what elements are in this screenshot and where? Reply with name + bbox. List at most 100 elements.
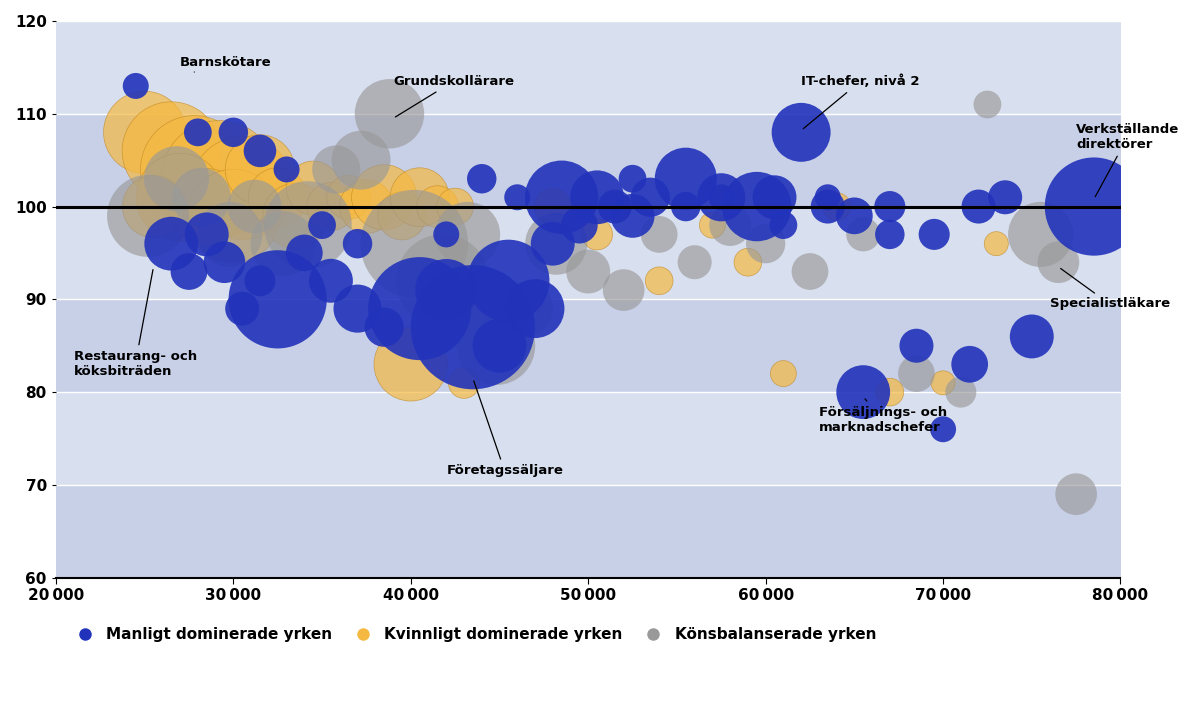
Point	[720, 219, 739, 231]
Point	[162, 146, 181, 157]
Point	[352, 155, 371, 166]
Point	[605, 201, 624, 212]
Point	[312, 219, 331, 231]
Point	[552, 192, 571, 203]
Point	[952, 387, 971, 398]
Point	[268, 294, 287, 305]
Point	[410, 303, 430, 314]
Point	[223, 210, 242, 221]
Point	[907, 368, 926, 379]
Point	[472, 173, 491, 184]
Point	[445, 201, 464, 212]
Point	[881, 387, 900, 398]
Point	[251, 275, 270, 286]
Point	[588, 192, 607, 203]
Point	[348, 303, 367, 314]
Point	[986, 238, 1006, 250]
Point	[233, 303, 252, 314]
Point	[392, 210, 412, 221]
Point	[800, 266, 820, 277]
Point	[924, 228, 943, 240]
Point	[245, 201, 264, 212]
Point	[274, 238, 293, 250]
Point	[179, 266, 198, 277]
Point	[996, 192, 1015, 203]
Point	[437, 228, 456, 240]
Point	[486, 340, 505, 352]
Point	[1085, 201, 1104, 212]
Text: Försäljnings- och
marknadschefer: Försäljnings- och marknadschefer	[818, 399, 947, 434]
Point	[614, 285, 634, 296]
Point	[978, 99, 997, 110]
Point	[516, 303, 535, 314]
Point	[223, 127, 242, 138]
Text: Verkställande
direktörer: Verkställande direktörer	[1076, 123, 1180, 197]
Point	[136, 127, 155, 138]
Point	[526, 303, 545, 314]
Point	[649, 228, 668, 240]
Text: Restaurang- och
köksbiträden: Restaurang- och köksbiträden	[73, 269, 197, 378]
Point	[356, 201, 376, 212]
Text: Specialistläkare: Specialistläkare	[1050, 269, 1170, 311]
Point	[197, 228, 216, 240]
Point	[774, 219, 793, 231]
Legend: Manligt dominerade yrken, Kvinnligt dominerade yrken, Könsbalanserade yrken: Manligt dominerade yrken, Kvinnligt domi…	[64, 621, 882, 648]
Point	[188, 127, 208, 138]
Point	[340, 192, 359, 203]
Point	[192, 192, 211, 203]
Point	[299, 219, 318, 231]
Point	[934, 424, 953, 435]
Bar	[56, 21, 1121, 114]
Point	[197, 201, 216, 212]
Point	[380, 108, 400, 120]
Point	[322, 275, 341, 286]
Point	[404, 238, 424, 250]
Point	[934, 378, 953, 389]
Point	[774, 368, 793, 379]
Point	[170, 192, 190, 203]
Point	[463, 321, 482, 333]
Point	[792, 127, 811, 138]
Point	[268, 192, 287, 203]
Text: Grundskollärare: Grundskollärare	[394, 75, 514, 117]
Point	[326, 164, 346, 175]
Text: Företagssäljare: Företagssäljare	[446, 381, 563, 477]
Point	[251, 164, 270, 175]
Point	[1022, 331, 1042, 342]
Point	[827, 201, 846, 212]
Point	[215, 257, 234, 268]
Point	[490, 340, 509, 352]
Point	[401, 359, 420, 370]
Point	[437, 285, 456, 296]
Point	[756, 238, 775, 250]
Point	[126, 80, 145, 91]
Point	[853, 387, 872, 398]
Point	[458, 228, 478, 240]
Point	[295, 247, 314, 259]
Point	[764, 192, 784, 203]
Point	[712, 192, 731, 203]
Text: Barnskötare: Barnskötare	[180, 56, 271, 72]
Point	[623, 173, 642, 184]
Point	[138, 210, 157, 221]
Point	[410, 192, 430, 203]
Point	[968, 201, 988, 212]
Point	[210, 173, 229, 184]
Point	[427, 201, 446, 212]
Point	[748, 201, 767, 212]
Point	[167, 173, 186, 184]
Point	[960, 359, 979, 370]
Point	[304, 182, 323, 193]
Point	[853, 228, 872, 240]
Point	[738, 257, 757, 268]
Point	[433, 275, 452, 286]
Point	[162, 238, 181, 250]
Point	[322, 201, 341, 212]
Point	[374, 321, 394, 333]
Point	[547, 238, 566, 250]
Point	[233, 182, 252, 193]
Text: IT-chefer, nivå 2: IT-chefer, nivå 2	[802, 75, 919, 129]
Point	[907, 340, 926, 352]
Bar	[56, 392, 1121, 485]
Point	[144, 201, 163, 212]
